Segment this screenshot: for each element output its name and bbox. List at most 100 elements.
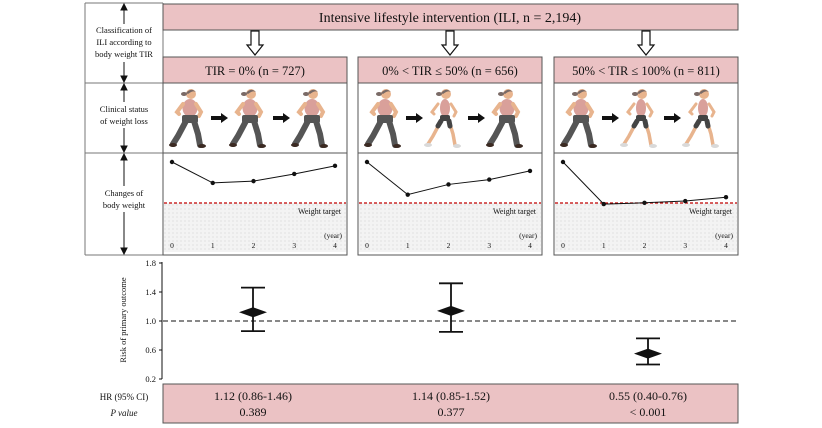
group-2-runner-1-arm-front [389,102,399,118]
group-3-runner-3-ponytail [694,92,700,96]
group-3-progress-arrow-1 [602,113,619,123]
group-1-runner-1-shoe-front [198,144,206,148]
group-1-runner-1-ponytail [181,92,187,96]
group-2-label: 0% < TIR ≤ 50% (n = 656) [382,64,518,78]
group-1-weight-point-2 [251,178,256,184]
group-1-runner-1-arm-front [194,102,204,118]
group-1-runner-3-arm-back [296,102,307,116]
group-2-x-tick-4: 4 [528,241,532,250]
group-2-panel [357,82,543,256]
group-1-runner-1-torso [182,99,198,117]
group-1-runner-3-hair [308,89,318,94]
group-2-progress-arrow-2 [468,113,485,123]
group-2-runner-3-arm-front [511,102,521,118]
hr-value-1: 1.12 (0.86-1.46) [214,389,292,403]
group-1-weight-point-0 [169,159,175,165]
group-3-weight-point-4 [723,194,729,200]
group-2-weight-line [366,161,531,196]
group-3-progress-arrow-2 [664,113,681,123]
group-1-runner-1-leg-front [191,118,203,148]
group-3-runner-1 [560,89,597,148]
group-1-runner-3-shoe-front [320,144,328,148]
group-3-unit-label: (year) [715,231,733,240]
group-3-target-label: Weight target [689,207,733,216]
group-2-runner-3-leg-back [487,118,506,147]
group-1-weight-point-1 [210,180,215,186]
group-3-runner-3-shoe-front [711,144,719,148]
group-1-x-tick-4: 4 [333,241,337,250]
group-3-runner-2-shorts-back [631,118,640,129]
clinical-status-label-line-2: of weight loss [100,116,148,126]
group-1-runner-2-torso [242,99,258,117]
group-3-runner-3-shoe-back [682,143,690,147]
group-2-runner-3-shoe-back [486,143,494,147]
group-3-runner-2-ponytail [632,92,638,96]
risk-estimate-3 [634,337,662,366]
group-1-weight-point-4 [332,163,338,169]
group-3-weight-point-3 [683,198,688,204]
group-3-x-tick-2: 2 [643,241,647,250]
group-1-runner-3-leg-back [292,118,311,147]
group-3-runner-1-leg-front [582,118,594,148]
risk-y-tick-label-1: 0.6 [145,345,156,355]
group-1-runner-2-arm-back [234,102,245,116]
p-value-1: 0.389 [240,405,267,419]
risk-estimate-3-diamond [634,348,662,359]
group-3-runner-2-shorts-front [642,118,649,129]
group-3-weight-point-2 [642,200,647,205]
group-1-runner-3-torso [304,99,320,117]
left-label-column: Classification of ILI according to body … [84,2,164,256]
group-3-runner-1-shoe-front [589,144,597,148]
group-3-x-tick-0: 0 [561,241,565,250]
group-3-runner-1-ponytail [572,92,578,96]
group-2-runner-1 [364,89,401,148]
group-1-runner-1-hair [186,89,196,94]
group-2-runner-3-leg-front [508,118,520,148]
group-1-target-label: Weight target [298,207,342,216]
group-2-weight-point-4 [527,168,533,174]
group-3-runner-1-arm-front [585,102,595,118]
group-1-progress-arrow-1 [211,113,228,123]
classification-label-line-3: body weight TIR [95,49,153,59]
group-1-below-target-area [164,203,346,252]
group-1-runner-2-leg-front [251,118,263,148]
classification-label-line-1: Classification of [96,25,152,35]
group-2-weight-point-2 [446,182,451,187]
group-3-label: 50% < TIR ≤ 100% (n = 811) [572,64,720,78]
group-2-progress-arrow-1 [406,113,423,123]
group-2-runner-2-shoe-front [453,144,461,148]
group-2-weight-point-1 [405,192,410,197]
group-3-runner-1-torso [573,99,589,117]
group-1-x-tick-1: 1 [211,241,215,250]
group-3-x-tick-4: 4 [724,241,728,250]
group-3-runner-2-arm-back [626,102,636,116]
group-1-weight-point-3 [292,171,297,177]
risk-y-tick-label-2: 1.0 [145,316,156,326]
header-title: Intensive lifestyle intervention (ILI, n… [319,11,581,26]
group-2-runner-3-ponytail [498,92,504,96]
group-2-runner-3-hair [503,89,513,94]
group-2-runner-1-leg-front [386,118,398,148]
group-2-runner-3-torso [499,99,515,117]
group-3-weight-point-1 [601,201,606,207]
group-1-runner-2-leg-back [230,118,249,147]
group-3-runner-3 [682,89,719,148]
group-2-x-tick-3: 3 [487,241,491,250]
group-1-runner-2-arm-front [254,102,264,118]
clinical-status-label-line-1: Clinical status [100,104,148,114]
group-2-runner-1-shoe-back [364,143,372,147]
group-3: 50% < TIR ≤ 100% (n = 811) Weight target 0… [553,30,739,256]
p-row-label-text: P value [109,408,137,418]
bottom-row: HR (95% CI) P value [100,383,739,424]
group-1-unit-label: (year) [324,231,342,240]
changes-label-line-1: Changes of [105,188,144,198]
group-2-runner-1-leg-back [365,118,384,147]
group-3-runner-1-leg-back [561,118,580,147]
group-1-runner-3-leg-front [313,118,325,148]
p-value-2: 0.377 [438,405,465,419]
group-1-runner-1-shoe-back [169,143,177,147]
group-1-runner-1 [169,89,206,148]
group-2-x-tick-2: 2 [447,241,451,250]
group-3-runner-2-shoe-front [649,144,657,148]
